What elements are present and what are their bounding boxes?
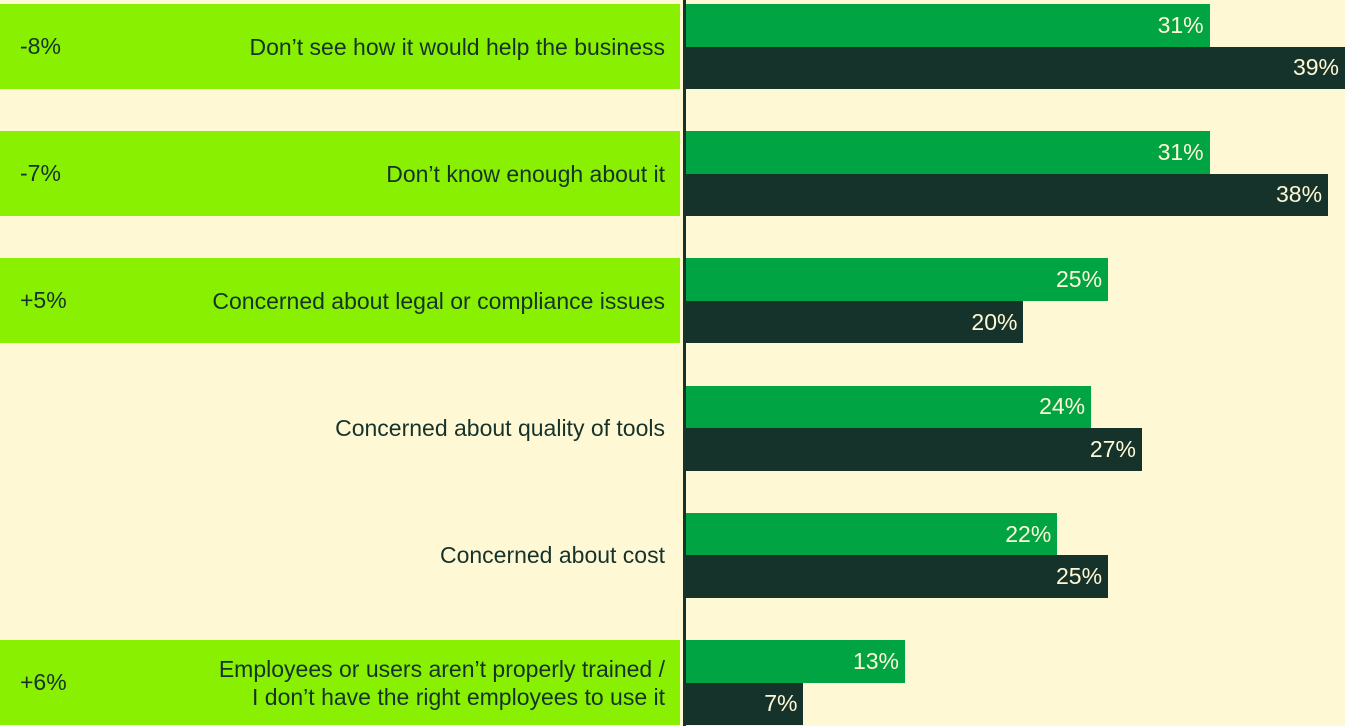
value-label: 25%	[1056, 266, 1103, 293]
value-label: 24%	[1039, 393, 1086, 420]
bar	[685, 300, 1024, 344]
bar	[685, 131, 1210, 174]
highlight-row	[0, 258, 680, 344]
value-label: 31%	[1157, 138, 1204, 165]
value-label: 38%	[1276, 181, 1323, 208]
category-label: Concerned about quality of tools	[335, 415, 665, 442]
category-label: Concerned about cost	[439, 542, 665, 569]
bar	[685, 258, 1109, 301]
bar	[685, 46, 1345, 89]
highlight-row	[0, 640, 680, 725]
axis-line	[683, 0, 686, 726]
highlight-row	[0, 4, 680, 89]
value-label: 31%	[1157, 11, 1204, 38]
bar	[685, 682, 804, 725]
category-label: Employees or users aren’t properly train…	[218, 655, 665, 710]
highlight-row	[0, 131, 680, 217]
value-label: 7%	[764, 690, 798, 717]
bar	[685, 555, 1109, 598]
difference-label: +5%	[20, 287, 67, 314]
bar	[685, 385, 1092, 429]
category-label: Don’t know enough about it	[386, 160, 665, 187]
category-label: Don’t see how it would help the business	[249, 33, 665, 60]
value-label: 22%	[1005, 520, 1052, 547]
value-label: 20%	[971, 308, 1018, 335]
difference-label: -7%	[20, 160, 61, 187]
bar	[685, 512, 1058, 556]
bar	[685, 4, 1210, 47]
difference-label: -8%	[20, 33, 61, 59]
category-label: Concerned about legal or compliance issu…	[212, 287, 665, 314]
bar	[685, 173, 1329, 217]
value-label: 39%	[1292, 54, 1339, 81]
value-label: 27%	[1089, 435, 1136, 462]
bar	[685, 428, 1142, 471]
value-label: 25%	[1056, 563, 1103, 590]
bar	[685, 640, 905, 683]
value-label: 13%	[852, 647, 899, 674]
difference-label: +6%	[20, 669, 67, 695]
